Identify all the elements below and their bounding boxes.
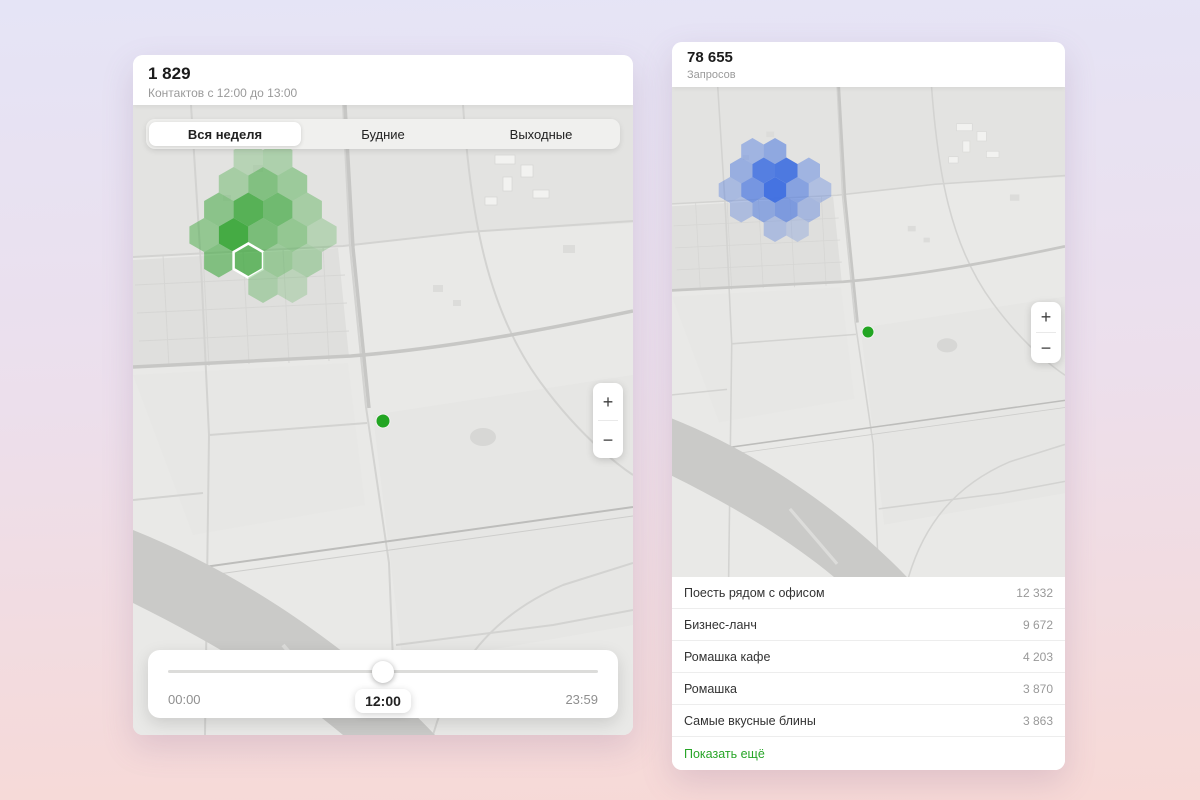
hex-cell[interactable] <box>718 177 742 203</box>
hex-cell[interactable] <box>248 269 278 303</box>
hex-cell[interactable] <box>307 218 337 252</box>
slider-current-badge: 12:00 <box>355 689 411 713</box>
hex-cell[interactable] <box>763 216 787 242</box>
hex-cell[interactable] <box>775 157 798 184</box>
requests-heatmap-layer[interactable] <box>672 87 1065 577</box>
hex-cell[interactable] <box>204 243 234 278</box>
query-list: Поесть рядом с офисом 12 332 Бизнес-ланч 9 … <box>672 577 1065 737</box>
hex-cell[interactable] <box>808 177 832 203</box>
query-label: Бизнес-ланч <box>684 617 757 632</box>
slider-handle[interactable] <box>372 660 394 683</box>
contacts-map[interactable]: Вся неделя Будние Выходные + − 00:00 23:59… <box>133 105 633 735</box>
hex-cell[interactable] <box>786 177 809 203</box>
hex-cell[interactable] <box>218 218 249 252</box>
query-value: 12 332 <box>1016 585 1053 600</box>
zoom-control: + − <box>1031 302 1061 363</box>
hex-cell[interactable] <box>786 216 809 242</box>
query-row[interactable]: Ромашка кафе 4 203 <box>672 641 1065 673</box>
hex-cell-selected[interactable] <box>232 242 265 279</box>
office-marker[interactable] <box>862 326 874 338</box>
contacts-header: 1 829 Контактов с 12:00 до 13:00 <box>133 55 633 105</box>
hex-cell[interactable] <box>263 141 293 176</box>
requests-map[interactable]: + − <box>672 87 1065 577</box>
contacts-count: 1 829 <box>148 64 191 83</box>
hex-cell[interactable] <box>263 243 293 278</box>
query-label: Поесть рядом с офисом <box>684 585 825 600</box>
hex-cell[interactable] <box>233 141 263 176</box>
query-value: 9 672 <box>1022 617 1053 632</box>
time-tabs: Вся неделя Будние Выходные <box>146 119 620 149</box>
hex-cell[interactable] <box>233 192 263 227</box>
hex-cell[interactable] <box>797 157 821 184</box>
zoom-out-button[interactable]: − <box>1031 333 1061 363</box>
tab-1[interactable]: Будние <box>361 126 405 142</box>
hex-cell[interactable] <box>741 177 764 203</box>
office-marker[interactable] <box>376 414 390 428</box>
requests-subtitle: Запросов <box>687 69 736 81</box>
hex-cell[interactable] <box>752 196 776 223</box>
hex-cell[interactable] <box>277 269 308 303</box>
requests-header: 78 655 Запросов <box>672 42 1065 87</box>
contacts-heatmap-layer[interactable] <box>133 105 633 735</box>
requests-count: 78 655 <box>687 49 733 66</box>
query-value: 3 863 <box>1022 713 1053 728</box>
slider-max-label: 23:59 <box>565 692 598 707</box>
zoom-divider <box>598 420 618 421</box>
slider-min-label: 00:00 <box>168 692 201 707</box>
hex-cell[interactable] <box>775 196 798 223</box>
hex-cell[interactable] <box>189 218 219 252</box>
hex-cell[interactable] <box>248 167 278 201</box>
hex-cell[interactable] <box>292 243 322 278</box>
tab-2[interactable]: Выходные <box>509 126 573 142</box>
zoom-out-button[interactable]: − <box>593 421 623 458</box>
slider-track[interactable] <box>168 660 598 683</box>
hex-cell[interactable] <box>730 157 753 184</box>
query-value: 3 870 <box>1022 681 1053 696</box>
zoom-divider <box>1036 332 1056 333</box>
query-row[interactable]: Поесть рядом с офисом 12 332 <box>672 577 1065 609</box>
requests-panel: 78 655 Запросов + − Поесть рядом с офисо… <box>672 42 1065 770</box>
tab-0[interactable]: Вся неделя <box>149 122 301 146</box>
hex-cell[interactable] <box>218 167 249 201</box>
hex-cell[interactable] <box>292 192 322 227</box>
zoom-in-button[interactable]: + <box>1031 302 1061 332</box>
hex-cell[interactable] <box>263 192 293 227</box>
hex-cell[interactable] <box>752 157 776 184</box>
zoom-control: + − <box>593 383 623 458</box>
show-more-link[interactable]: Показать ещё <box>672 737 1065 770</box>
hex-cell[interactable] <box>248 218 278 252</box>
hex-cell[interactable] <box>277 167 308 201</box>
hex-cell[interactable] <box>797 196 821 223</box>
query-label: Самые вкусные блины <box>684 713 816 728</box>
hex-cell[interactable] <box>730 196 753 223</box>
hex-cell[interactable] <box>763 177 787 203</box>
time-slider: 00:00 23:59 12:00 <box>148 650 618 718</box>
hex-cell[interactable] <box>204 192 234 227</box>
query-row[interactable]: Ромашка 3 870 <box>672 673 1065 705</box>
query-label: Ромашка <box>684 681 738 696</box>
hex-cell[interactable] <box>277 218 308 252</box>
zoom-in-button[interactable]: + <box>593 383 623 420</box>
hex-cell[interactable] <box>741 138 764 164</box>
contacts-subtitle: Контактов с 12:00 до 13:00 <box>148 86 298 101</box>
contacts-panel: 1 829 Контактов с 12:00 до 13:00 Вся нед… <box>133 55 633 735</box>
hex-cell[interactable] <box>763 138 787 164</box>
query-row[interactable]: Самые вкусные блины 3 863 <box>672 705 1065 737</box>
query-label: Ромашка кафе <box>684 649 771 664</box>
query-row[interactable]: Бизнес-ланч 9 672 <box>672 609 1065 641</box>
query-value: 4 203 <box>1022 649 1053 664</box>
